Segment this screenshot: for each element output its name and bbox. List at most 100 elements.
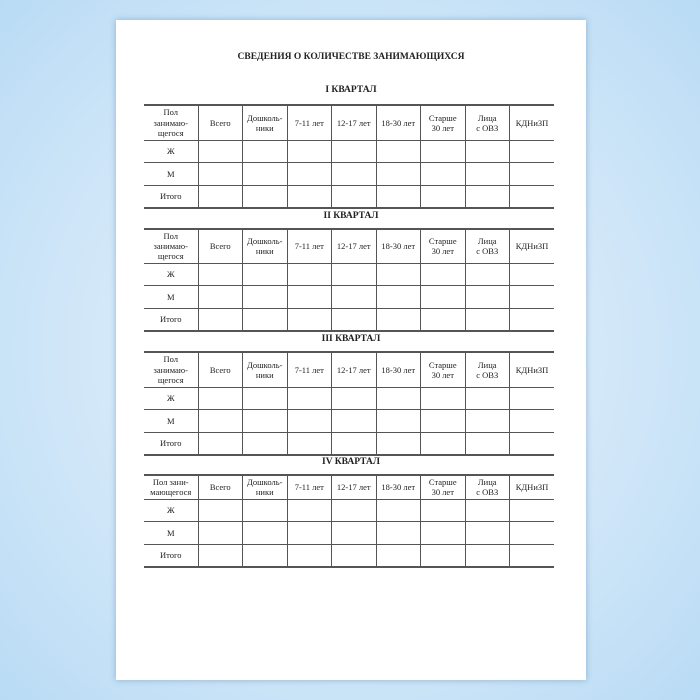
- empty-cell: [464, 386, 510, 410]
- empty-cell: [375, 386, 421, 410]
- empty-cell: [464, 409, 510, 433]
- empty-cell: [331, 498, 377, 522]
- quarter-table: Пол зани- мающегося Всего Дошколь- ники 7-1…: [144, 474, 554, 568]
- header-cell: Старше 30 лет: [420, 351, 466, 388]
- empty-cell: [331, 139, 377, 163]
- empty-cell: [509, 543, 554, 568]
- empty-cell: [420, 386, 466, 410]
- header-cell: Дошколь- ники: [242, 474, 288, 500]
- empty-cell: [197, 386, 243, 410]
- empty-cell: [242, 307, 288, 332]
- empty-cell: [509, 521, 554, 545]
- header-cell: КДНиЗП: [509, 351, 554, 388]
- empty-cell: [331, 386, 377, 410]
- table-row: Итого: [144, 431, 554, 456]
- table-row: М: [144, 162, 554, 186]
- quarter-title: III КВАРТАЛ: [321, 334, 381, 344]
- row-label: Итого: [144, 431, 199, 456]
- empty-cell: [197, 521, 243, 545]
- table-row: Итого: [144, 184, 554, 209]
- empty-cell: [375, 162, 421, 186]
- empty-cell: [286, 307, 332, 332]
- quarter-table: Пол занимаю- щегося Всего Дошколь- ники 7-1…: [144, 104, 554, 209]
- empty-cell: [375, 262, 421, 286]
- empty-cell: [242, 431, 288, 456]
- table-row: М: [144, 285, 554, 309]
- empty-cell: [375, 498, 421, 522]
- header-cell: 18-30 лет: [375, 474, 421, 500]
- empty-cell: [464, 521, 510, 545]
- row-label: М: [144, 409, 199, 433]
- empty-cell: [331, 184, 377, 209]
- header-cell: Лица с ОВЗ: [464, 351, 510, 388]
- empty-cell: [375, 543, 421, 568]
- header-cell: 18-30 лет: [375, 228, 421, 264]
- empty-cell: [197, 431, 243, 456]
- empty-cell: [420, 521, 466, 545]
- header-cell: Старше 30 лет: [420, 104, 466, 141]
- empty-cell: [464, 307, 510, 332]
- row-label: Итого: [144, 307, 199, 332]
- empty-cell: [420, 184, 466, 209]
- row-label: Ж: [144, 139, 199, 163]
- header-row: Пол зани- мающегося Всего Дошколь- ники 7-1…: [144, 474, 554, 500]
- header-cell: Дошколь- ники: [242, 228, 288, 264]
- row-label: Ж: [144, 498, 199, 522]
- row-label: М: [144, 521, 199, 545]
- empty-cell: [375, 431, 421, 456]
- header-cell: Дошколь- ники: [242, 104, 288, 141]
- header-row: Пол занимаю- щегося Всего Дошколь- ники 7-1…: [144, 104, 554, 141]
- header-cell: 7-11 лет: [286, 351, 332, 388]
- table-row: Ж: [144, 386, 554, 410]
- empty-cell: [375, 285, 421, 309]
- document-page: СВЕДЕНИЯ О КОЛИЧЕСТВЕ ЗАНИМАЮЩИХСЯ I КВА…: [116, 20, 586, 680]
- empty-cell: [509, 498, 554, 522]
- empty-cell: [420, 162, 466, 186]
- empty-cell: [286, 139, 332, 163]
- empty-cell: [197, 307, 243, 332]
- empty-cell: [286, 498, 332, 522]
- empty-cell: [242, 543, 288, 568]
- empty-cell: [331, 409, 377, 433]
- empty-cell: [242, 262, 288, 286]
- empty-cell: [331, 521, 377, 545]
- empty-cell: [197, 409, 243, 433]
- header-cell: 7-11 лет: [286, 474, 332, 500]
- header-cell: Всего: [197, 351, 243, 388]
- empty-cell: [242, 409, 288, 433]
- quarter-title: IV КВАРТАЛ: [322, 457, 380, 467]
- empty-cell: [464, 162, 510, 186]
- empty-cell: [286, 262, 332, 286]
- empty-cell: [242, 162, 288, 186]
- table-row: М: [144, 521, 554, 545]
- empty-cell: [375, 307, 421, 332]
- header-cell: Лица с ОВЗ: [464, 228, 510, 264]
- empty-cell: [509, 431, 554, 456]
- header-cell: Лица с ОВЗ: [464, 104, 510, 141]
- empty-cell: [286, 409, 332, 433]
- table-row: Итого: [144, 307, 554, 332]
- header-cell: 12-17 лет: [331, 351, 377, 388]
- header-cell: 12-17 лет: [331, 474, 377, 500]
- empty-cell: [331, 262, 377, 286]
- empty-cell: [286, 184, 332, 209]
- row-label: Итого: [144, 543, 199, 568]
- empty-cell: [464, 184, 510, 209]
- header-cell: 7-11 лет: [286, 228, 332, 264]
- header-cell: КДНиЗП: [509, 104, 554, 141]
- empty-cell: [331, 307, 377, 332]
- table-row: Ж: [144, 139, 554, 163]
- header-cell: КДНиЗП: [509, 474, 554, 500]
- table-row: Итого: [144, 543, 554, 568]
- empty-cell: [509, 285, 554, 309]
- empty-cell: [286, 431, 332, 456]
- empty-cell: [197, 262, 243, 286]
- empty-cell: [464, 262, 510, 286]
- empty-cell: [242, 139, 288, 163]
- empty-cell: [464, 285, 510, 309]
- empty-cell: [375, 409, 421, 433]
- empty-cell: [464, 543, 510, 568]
- quarter-title: I КВАРТАЛ: [325, 85, 377, 95]
- table-row: Ж: [144, 262, 554, 286]
- header-row: Пол занимаю- щегося Всего Дошколь- ники 7-1…: [144, 228, 554, 264]
